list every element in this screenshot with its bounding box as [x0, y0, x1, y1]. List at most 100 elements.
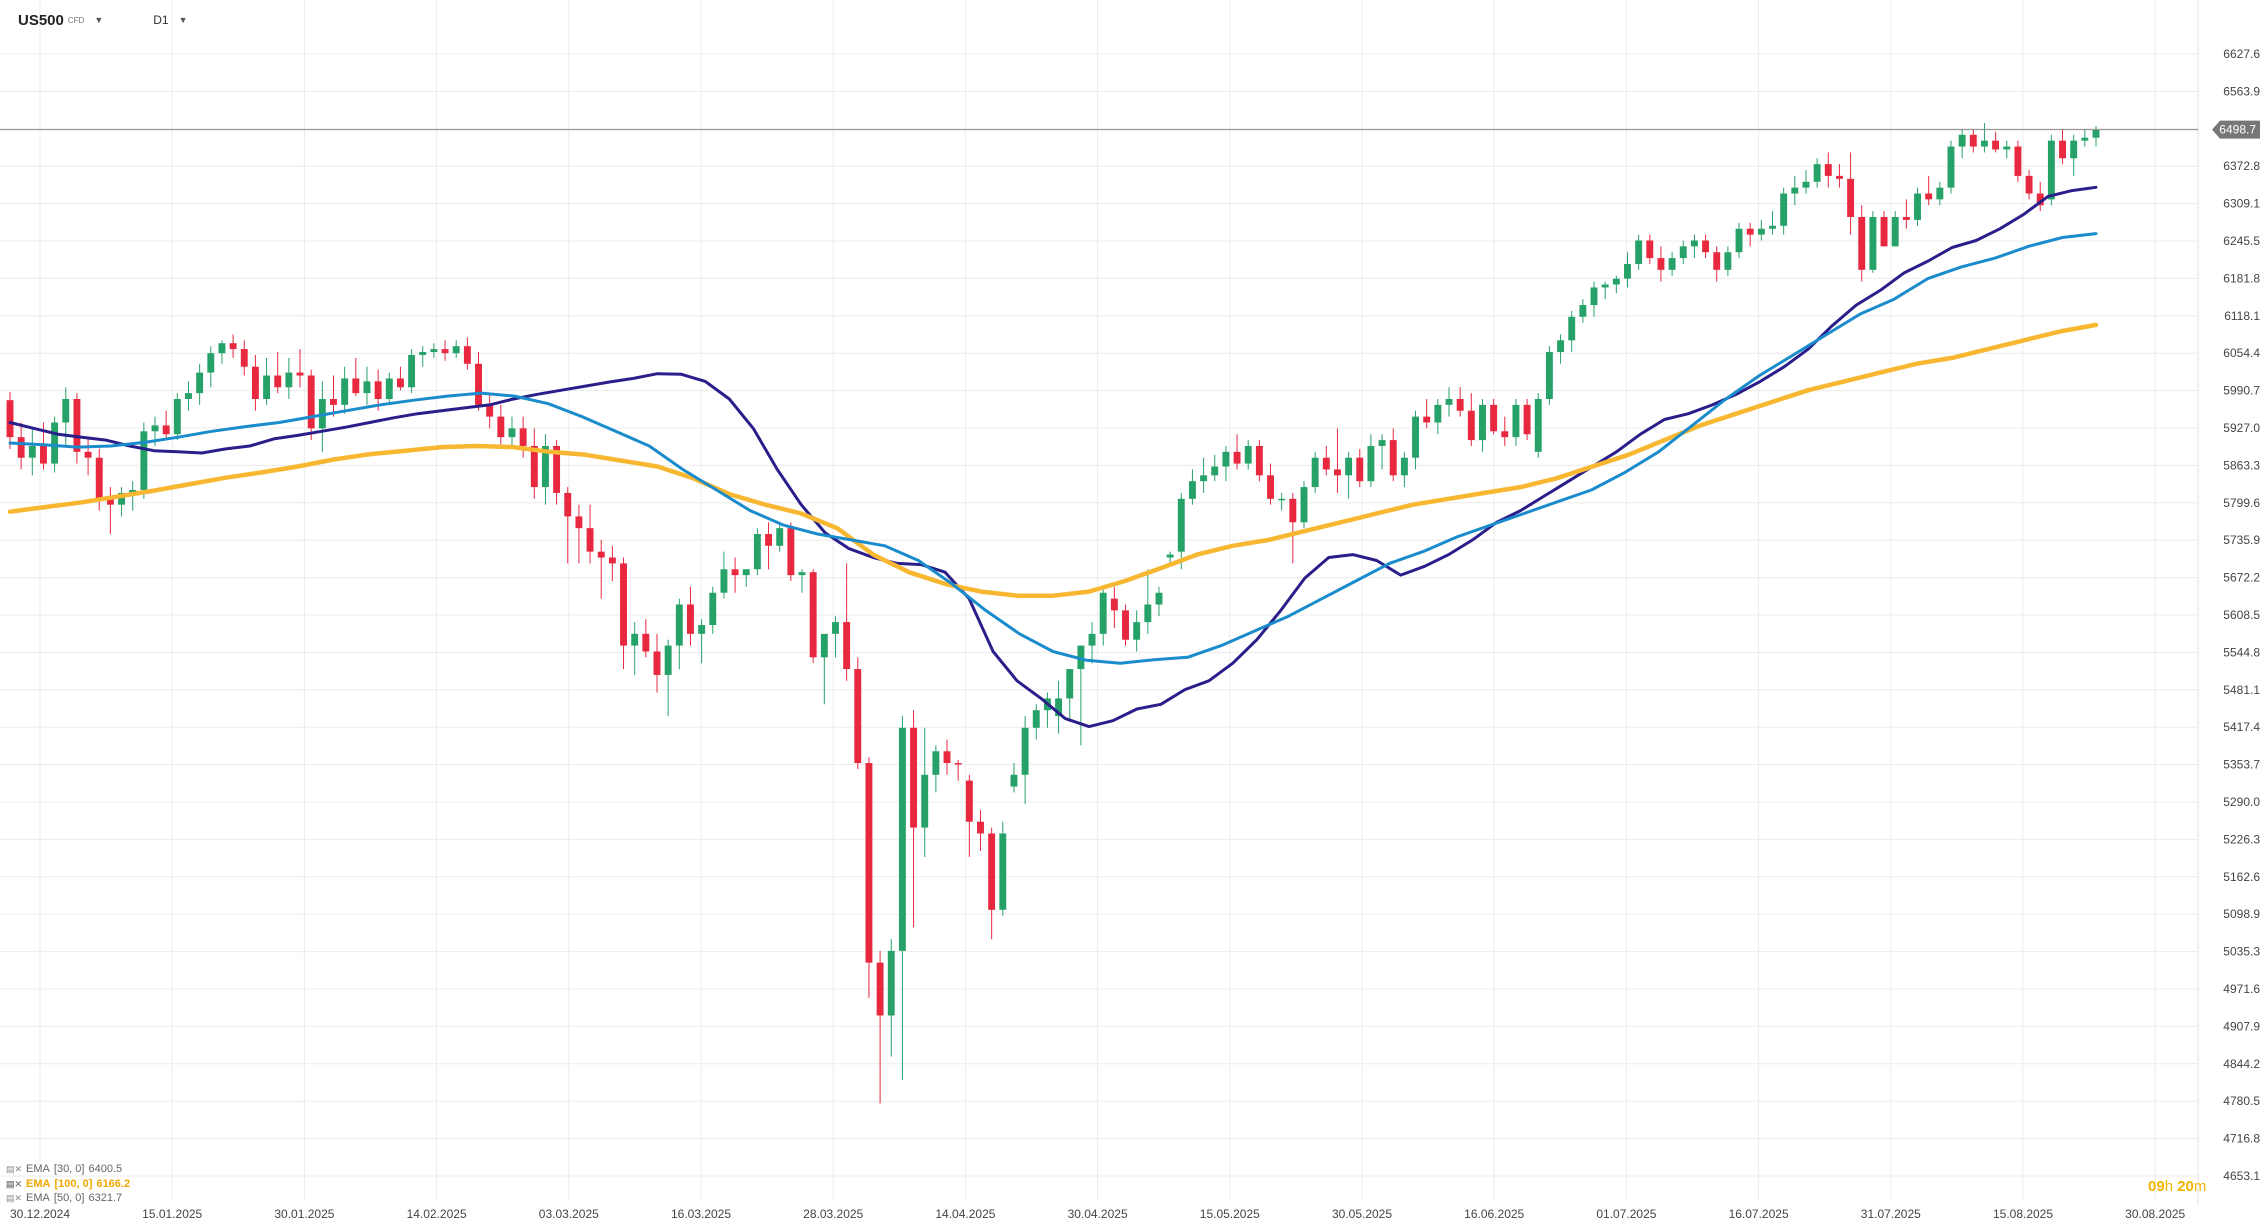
candle-body — [1925, 193, 1933, 200]
legend-params: [100, 0] — [54, 1177, 93, 1190]
candle-body — [1244, 445, 1252, 464]
y-tick-label: 5353.7 — [2223, 758, 2260, 772]
candle-body — [1099, 592, 1107, 634]
candle-body — [1490, 404, 1498, 432]
legend-ema100[interactable]: ▤✕ EMA [100, 0] 6166.2 — [6, 1177, 130, 1192]
candle-body — [1222, 451, 1230, 467]
candle-body — [1757, 228, 1765, 235]
y-tick-label: 5672.2 — [2223, 571, 2260, 585]
legend-label: EMA — [26, 1192, 50, 1204]
countdown-hours: 09 — [2148, 1178, 2165, 1195]
candle-body — [430, 349, 438, 353]
candle-body — [385, 378, 393, 399]
ema100-line — [7, 322, 2099, 598]
candle-body — [586, 528, 594, 552]
x-tick-label: 01.07.2025 — [1596, 1207, 1656, 1221]
candle-body — [1278, 498, 1286, 501]
candle-body — [1847, 178, 1855, 217]
candle-body — [374, 381, 382, 399]
candle-body — [954, 763, 962, 765]
y-tick-label: 5863.3 — [2223, 458, 2260, 472]
y-tick-label: 5481.1 — [2223, 683, 2260, 697]
candle-body — [196, 372, 204, 394]
candle-body — [408, 354, 416, 388]
candle-body — [698, 625, 706, 634]
candle-body — [1479, 404, 1486, 441]
candle-body — [631, 633, 639, 646]
candle-body — [620, 563, 627, 646]
candle-body — [118, 492, 126, 505]
candle-body — [1936, 187, 1944, 200]
legend-ema50[interactable]: ▤✕ EMA [50, 0] 6321.7 — [6, 1191, 130, 1206]
x-tick-label: 30.04.2025 — [1068, 1207, 1128, 1221]
candle-body — [1824, 164, 1832, 176]
y-tick-label: 5417.4 — [2223, 720, 2260, 734]
legend-label: EMA — [26, 1177, 51, 1190]
candle-body — [1412, 416, 1419, 458]
legend-ema30[interactable]: ▤✕ EMA [30, 0] 6400.5 — [6, 1162, 130, 1177]
candle-body — [28, 445, 36, 458]
candle-body — [1345, 457, 1353, 476]
candle-body — [1400, 457, 1408, 476]
candle-body — [1467, 410, 1475, 441]
timeframe-label[interactable]: D1 — [153, 13, 169, 27]
indicator-settings-icon[interactable]: ▤✕ — [6, 1193, 23, 1203]
y-tick-label: 6118.1 — [2224, 309, 2260, 323]
candle-body — [932, 751, 940, 775]
x-tick-label: 30.01.2025 — [274, 1207, 334, 1221]
candle-body — [307, 375, 315, 429]
candle-body — [1177, 498, 1185, 552]
y-tick-label: 4971.6 — [2223, 982, 2260, 996]
y-tick-label: 5290.0 — [2223, 795, 2260, 809]
candle-body — [1311, 457, 1319, 488]
symbol-label[interactable]: US500 — [18, 11, 64, 29]
candle-body — [330, 398, 337, 405]
candle-body — [597, 551, 605, 558]
candle-body — [2059, 140, 2066, 159]
candle-body — [106, 498, 114, 505]
candle-body — [1255, 445, 1263, 476]
candle-body — [240, 349, 248, 367]
current-price-tag — [2212, 120, 2260, 139]
candle-body — [1501, 431, 1509, 438]
candle-body — [62, 398, 70, 423]
candle-body — [1211, 466, 1219, 476]
y-tick-label: 4716.8 — [2223, 1132, 2260, 1146]
x-tick-label: 15.05.2025 — [1200, 1207, 1260, 1221]
candle-body — [419, 352, 427, 355]
candle-body — [6, 400, 14, 438]
candle-body — [1969, 134, 1977, 147]
candle-body — [1835, 175, 1843, 179]
indicator-settings-icon[interactable]: ▤✕ — [6, 1178, 23, 1189]
y-tick-label: 6309.1 — [2223, 197, 2260, 211]
current-price-label: 6498.7 — [2219, 123, 2256, 137]
y-tick-label: 4653.1 — [2223, 1169, 2260, 1183]
candle-body — [1066, 669, 1074, 699]
candle-body — [1389, 440, 1397, 476]
candle-body — [921, 774, 929, 828]
candle-body — [2003, 146, 2011, 150]
legend-value: 6400.5 — [88, 1163, 123, 1175]
chart-toolbar: US500 CFD ▼ D1 ▼ — [18, 8, 188, 32]
y-tick-label: 5098.9 — [2223, 907, 2260, 921]
candle-body — [1055, 698, 1063, 717]
candle-body — [2025, 175, 2033, 194]
candle-body — [95, 457, 103, 499]
candle-body — [497, 416, 505, 438]
candle-body — [1200, 475, 1208, 482]
indicator-settings-icon[interactable]: ▤✕ — [6, 1164, 23, 1174]
candle-body — [508, 428, 516, 438]
candle-body — [1646, 240, 1654, 259]
y-tick-label: 5544.8 — [2223, 645, 2260, 659]
legend-params: [30, 0] — [53, 1163, 85, 1175]
symbol-dropdown-icon[interactable]: ▼ — [94, 15, 104, 25]
candle-body — [1088, 633, 1096, 646]
timeframe-dropdown-icon[interactable]: ▼ — [178, 15, 188, 25]
candle-body — [753, 534, 761, 570]
candle-body — [1724, 252, 1732, 270]
candle-body — [73, 398, 81, 452]
x-tick-label: 16.03.2025 — [671, 1207, 731, 1221]
y-tick-label: 6245.5 — [2223, 234, 2260, 248]
